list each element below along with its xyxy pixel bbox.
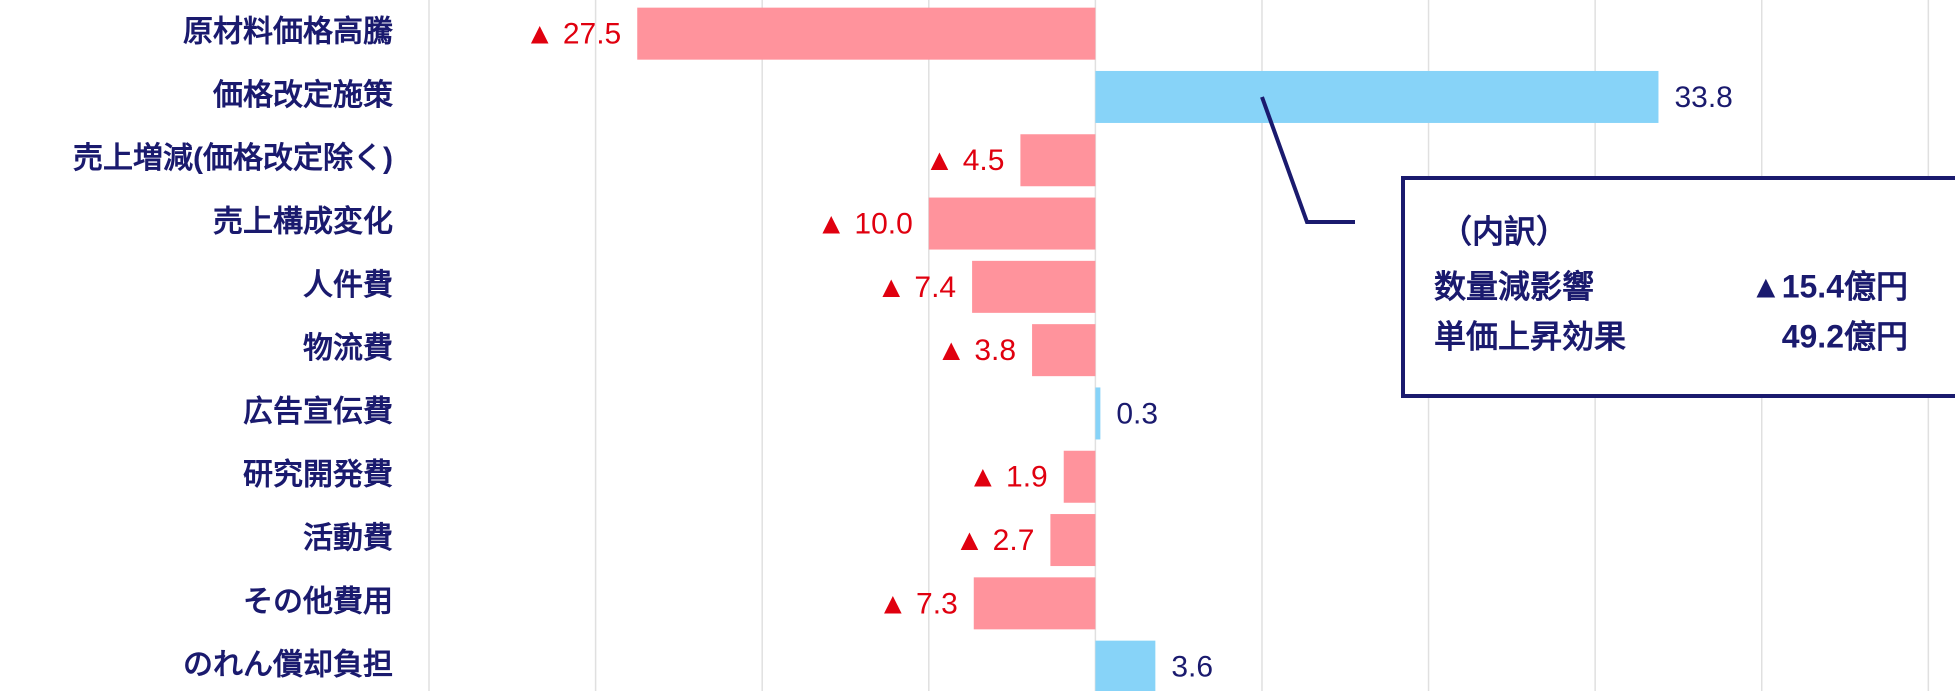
bar xyxy=(1063,450,1096,503)
bar xyxy=(637,7,1096,60)
data-label: ▲ 2.7 xyxy=(955,524,1035,557)
data-label: ▲ 4.5 xyxy=(925,144,1005,177)
data-label: ▲ 1.9 xyxy=(968,461,1048,494)
bar xyxy=(1095,70,1659,123)
y-tick-label: 価格改定施策 xyxy=(212,78,393,112)
data-label: ▲ 27.5 xyxy=(525,18,621,51)
y-tick-label: 研究開発費 xyxy=(243,458,393,492)
data-label: ▲ 7.4 xyxy=(876,271,956,304)
y-tick-label: 広告宣伝費 xyxy=(243,395,393,428)
annotation-label: 数量減影響 xyxy=(1434,268,1594,304)
bar xyxy=(1095,640,1156,691)
y-tick-label: 売上増減(価格改定除く) xyxy=(73,141,393,175)
y-tick-label: 活動費 xyxy=(303,522,393,555)
y-tick-label: のれん償却負担 xyxy=(183,649,393,682)
bar xyxy=(1020,134,1096,187)
data-label: 33.8 xyxy=(1674,81,1732,114)
callout-line xyxy=(1260,96,1355,224)
bar xyxy=(1095,387,1101,440)
annotation-label: 単価上昇効果 xyxy=(1434,318,1626,354)
bar xyxy=(972,260,1096,313)
annotation-value: ▲15.4億円 xyxy=(1750,268,1908,304)
annotation-box xyxy=(1401,176,1955,398)
bar xyxy=(973,577,1096,630)
data-label: 3.6 xyxy=(1171,651,1213,684)
data-label: 0.3 xyxy=(1116,397,1158,430)
y-tick-label: 売上構成変化 xyxy=(213,204,393,238)
data-label: ▲ 10.0 xyxy=(816,207,912,240)
data-label: ▲ 7.3 xyxy=(878,587,958,620)
bar xyxy=(1050,514,1096,567)
y-tick-label: 人件費 xyxy=(303,269,393,302)
y-tick-label: 原材料価格高騰 xyxy=(183,16,394,49)
annotation-value: 49.2億円 xyxy=(1782,318,1908,354)
y-tick-label: その他費用 xyxy=(243,585,393,618)
annotation-title: （内訳） xyxy=(1440,213,1568,249)
bar xyxy=(928,197,1096,250)
bar xyxy=(1032,324,1096,377)
data-label: ▲ 3.8 xyxy=(936,334,1016,367)
y-tick-label: 物流費 xyxy=(303,332,393,365)
